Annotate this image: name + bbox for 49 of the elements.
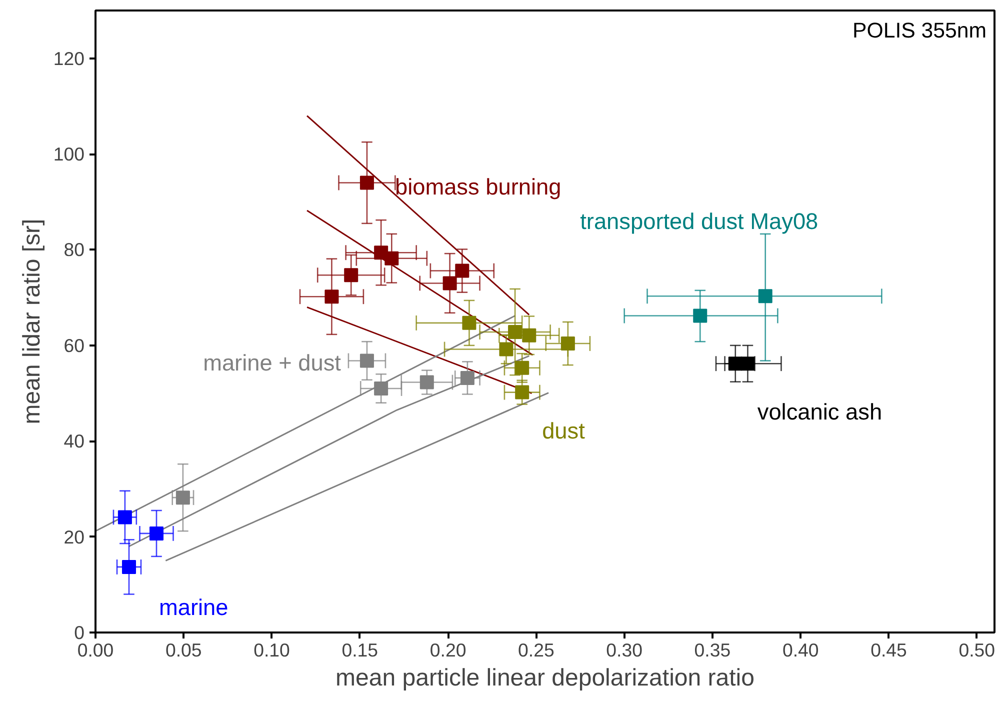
x-tick-label: 0.10 [254, 640, 290, 660]
series-label: dust [542, 417, 586, 444]
series-label: marine [158, 594, 228, 620]
x-tick-label: 0.30 [606, 640, 642, 660]
x-tick-label: 0.35 [694, 640, 731, 660]
y-tick-label: 60 [64, 334, 85, 356]
x-tick-label: 0.15 [342, 640, 378, 660]
annotation: POLIS 355nm [852, 18, 986, 42]
x-tick-label: 0.50 [958, 640, 996, 660]
point [384, 251, 399, 266]
point [118, 510, 132, 524]
y-tick-label: 80 [64, 239, 85, 260]
point [176, 490, 190, 505]
point [740, 356, 755, 371]
y-tick-label: 120 [53, 48, 85, 69]
series-label: volcanic ash [757, 398, 882, 425]
point [462, 316, 476, 330]
text: transported dust May08 [580, 208, 818, 234]
y-tick-label: 40 [64, 430, 85, 452]
point [344, 268, 358, 282]
point [515, 385, 530, 400]
point [360, 354, 374, 368]
x-tick-label: 0.25 [518, 640, 554, 660]
y-tick-label: 100 [53, 144, 85, 165]
point [149, 526, 164, 540]
point [360, 176, 374, 190]
x-axis-title: mean particle linear depolarization ratio [336, 664, 754, 692]
point [693, 308, 708, 323]
point [522, 328, 536, 342]
point [460, 370, 474, 385]
y-axis-title: mean lidar ratio [sr] [18, 218, 46, 424]
point [515, 360, 530, 375]
point [508, 325, 522, 340]
point [560, 336, 575, 351]
series-label: marine + dust [203, 350, 342, 376]
point [455, 264, 470, 278]
x-tick-label: 0.40 [782, 640, 819, 660]
x-tick-label: 0.20 [430, 640, 466, 660]
point [442, 276, 457, 290]
point [420, 375, 434, 390]
point [324, 290, 339, 304]
y-tick-label: 20 [64, 526, 85, 548]
point [499, 342, 514, 356]
x-tick-label: 0.45 [870, 640, 907, 660]
point [374, 381, 388, 396]
series-label: biomass burning [394, 174, 562, 200]
point [758, 289, 772, 304]
x-tick-label: 0.05 [165, 640, 202, 660]
point [122, 560, 136, 574]
